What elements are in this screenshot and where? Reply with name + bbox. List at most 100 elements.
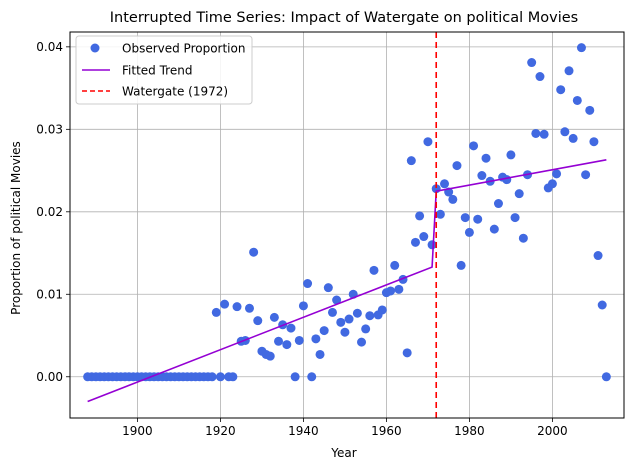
- data-point: [369, 265, 379, 275]
- data-point: [315, 349, 325, 359]
- data-point: [531, 128, 541, 138]
- data-point: [556, 85, 566, 95]
- data-point: [357, 337, 367, 347]
- plot-frame: [69, 31, 625, 419]
- data-point: [244, 303, 254, 313]
- x-tick-label: 1900: [122, 424, 153, 438]
- x-tick-label: 1920: [205, 424, 236, 438]
- data-point: [410, 237, 420, 247]
- data-point: [564, 66, 574, 76]
- data-point: [601, 372, 611, 382]
- data-point: [510, 213, 520, 223]
- data-point: [386, 286, 396, 296]
- data-point: [539, 129, 549, 139]
- data-point: [361, 324, 371, 334]
- plot-area: [83, 32, 611, 418]
- x-tick-label: 2000: [537, 424, 568, 438]
- data-point: [506, 150, 516, 160]
- chart-title: Interrupted Time Series: Impact of Water…: [110, 10, 578, 26]
- data-point: [419, 232, 429, 242]
- data-point: [518, 233, 528, 243]
- fitted-trend-line: [87, 159, 607, 403]
- data-point: [597, 300, 607, 310]
- data-point: [589, 137, 599, 147]
- data-point: [307, 372, 317, 382]
- data-point: [568, 133, 578, 143]
- data-point: [394, 284, 404, 294]
- x-tick-label: 1940: [288, 424, 319, 438]
- data-point: [336, 317, 346, 327]
- data-point: [473, 214, 483, 224]
- data-point: [593, 251, 603, 261]
- data-point: [290, 372, 300, 382]
- data-point: [547, 179, 557, 189]
- legend: Observed Proportion Fitted Trend Waterga…: [75, 35, 253, 105]
- data-point: [282, 340, 292, 350]
- data-point: [572, 95, 582, 105]
- data-point: [452, 161, 462, 171]
- data-point: [502, 175, 512, 185]
- data-point: [493, 199, 503, 209]
- data-point: [477, 171, 487, 181]
- data-point: [481, 153, 491, 163]
- data-point: [440, 179, 450, 189]
- data-point: [298, 301, 308, 311]
- data-point: [576, 43, 586, 53]
- data-point: [427, 240, 437, 250]
- data-point: [489, 224, 499, 234]
- legend-label-observed: Observed Proportion: [122, 42, 245, 56]
- data-point: [423, 137, 433, 147]
- data-point: [527, 58, 537, 68]
- data-point: [311, 334, 321, 344]
- data-point: [514, 189, 524, 199]
- data-point: [435, 209, 445, 219]
- data-point: [294, 335, 304, 345]
- x-tick-label: 1960: [371, 424, 402, 438]
- data-point: [228, 372, 238, 382]
- data-point: [232, 302, 242, 312]
- data-point: [552, 169, 562, 179]
- y-tick-label: 0.04: [36, 40, 63, 54]
- data-point: [377, 305, 387, 315]
- data-point: [406, 156, 416, 166]
- data-point: [469, 141, 479, 151]
- data-point: [303, 279, 313, 289]
- y-axis-label: Proportion of political Movies: [9, 141, 23, 315]
- data-point: [560, 127, 570, 137]
- data-point: [220, 299, 230, 309]
- legend-label-fitted: Fitted Trend: [122, 64, 192, 78]
- legend-label-watergate: Watergate (1972): [122, 85, 228, 99]
- data-point: [327, 307, 337, 317]
- data-point: [585, 105, 595, 115]
- data-point: [535, 72, 545, 82]
- data-point: [448, 194, 458, 204]
- data-point: [269, 312, 279, 322]
- data-point: [274, 336, 284, 346]
- x-tick-label: 1980: [454, 424, 485, 438]
- data-point: [365, 311, 375, 321]
- data-point: [319, 326, 329, 336]
- data-point: [265, 351, 275, 361]
- data-point: [402, 348, 412, 358]
- data-point: [456, 260, 466, 270]
- data-point: [340, 327, 350, 337]
- data-point: [286, 323, 296, 333]
- legend-box: [75, 35, 253, 105]
- y-tick-label: 0.00: [36, 370, 63, 384]
- y-tick-label: 0.01: [36, 287, 63, 301]
- data-point: [249, 247, 259, 257]
- y-tick-label: 0.02: [36, 205, 63, 219]
- data-point: [344, 314, 354, 324]
- data-point: [323, 283, 333, 293]
- x-axis-label: Year: [330, 446, 356, 460]
- y-tick-label: 0.03: [36, 122, 63, 136]
- legend-marker-observed: [90, 43, 100, 53]
- axes: 1900 1920 1940 1960 1980 2000 0.00 0.01 0.02 0.03…: [36, 40, 567, 438]
- data-point: [332, 295, 342, 305]
- data-point: [581, 170, 591, 180]
- data-point: [253, 316, 263, 326]
- data-point: [390, 260, 400, 270]
- data-point: [415, 211, 425, 221]
